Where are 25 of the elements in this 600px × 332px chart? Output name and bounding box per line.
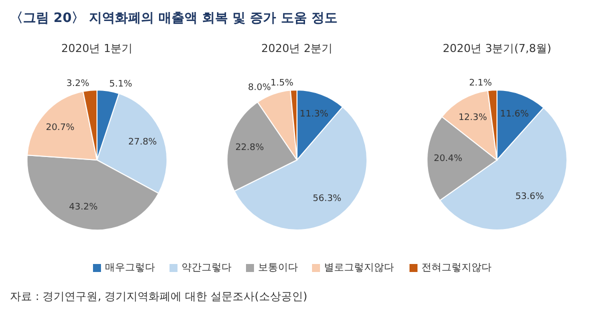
chart-title: 2020년 2분기 bbox=[261, 42, 333, 55]
data-label: 1.5% bbox=[270, 78, 294, 89]
chart-title: 2020년 1분기 bbox=[61, 42, 133, 55]
data-label: 11.3% bbox=[300, 110, 329, 120]
data-label: 43.2% bbox=[69, 202, 98, 213]
data-label: 8.0% bbox=[248, 83, 272, 94]
data-label: 56.3% bbox=[312, 194, 342, 204]
data-label: 20.7% bbox=[46, 123, 75, 134]
text: 자료 : 경기연구원, 경기지역화폐에 대한 설문조사(소상공인) bbox=[10, 290, 308, 303]
legend-label: 별로그렇지않다 bbox=[324, 262, 394, 274]
legend-label: 약간그렇다 bbox=[182, 262, 232, 274]
data-label: 22.8% bbox=[235, 143, 264, 154]
chart-title: 2020년 3분기(7,8월) bbox=[442, 42, 552, 55]
data-label: 53.6% bbox=[515, 192, 544, 202]
data-label: 27.8% bbox=[128, 137, 158, 148]
data-label: 11.6% bbox=[500, 110, 530, 120]
data-label: 3.2% bbox=[66, 78, 90, 89]
data-label: 2.1% bbox=[469, 78, 492, 89]
legend-label: 보통이다 bbox=[258, 262, 298, 274]
data-label: 20.4% bbox=[434, 154, 463, 164]
text: 〈그림 20〉 지역화폐의 매출액 회복 및 증가 도움 정도 bbox=[10, 11, 338, 26]
data-label: 12.3% bbox=[458, 112, 488, 123]
legend-label: 매우그렇다 bbox=[105, 262, 155, 274]
legend-label: 전혀그렇지않다 bbox=[422, 262, 492, 274]
data-label: 5.1% bbox=[109, 79, 133, 90]
